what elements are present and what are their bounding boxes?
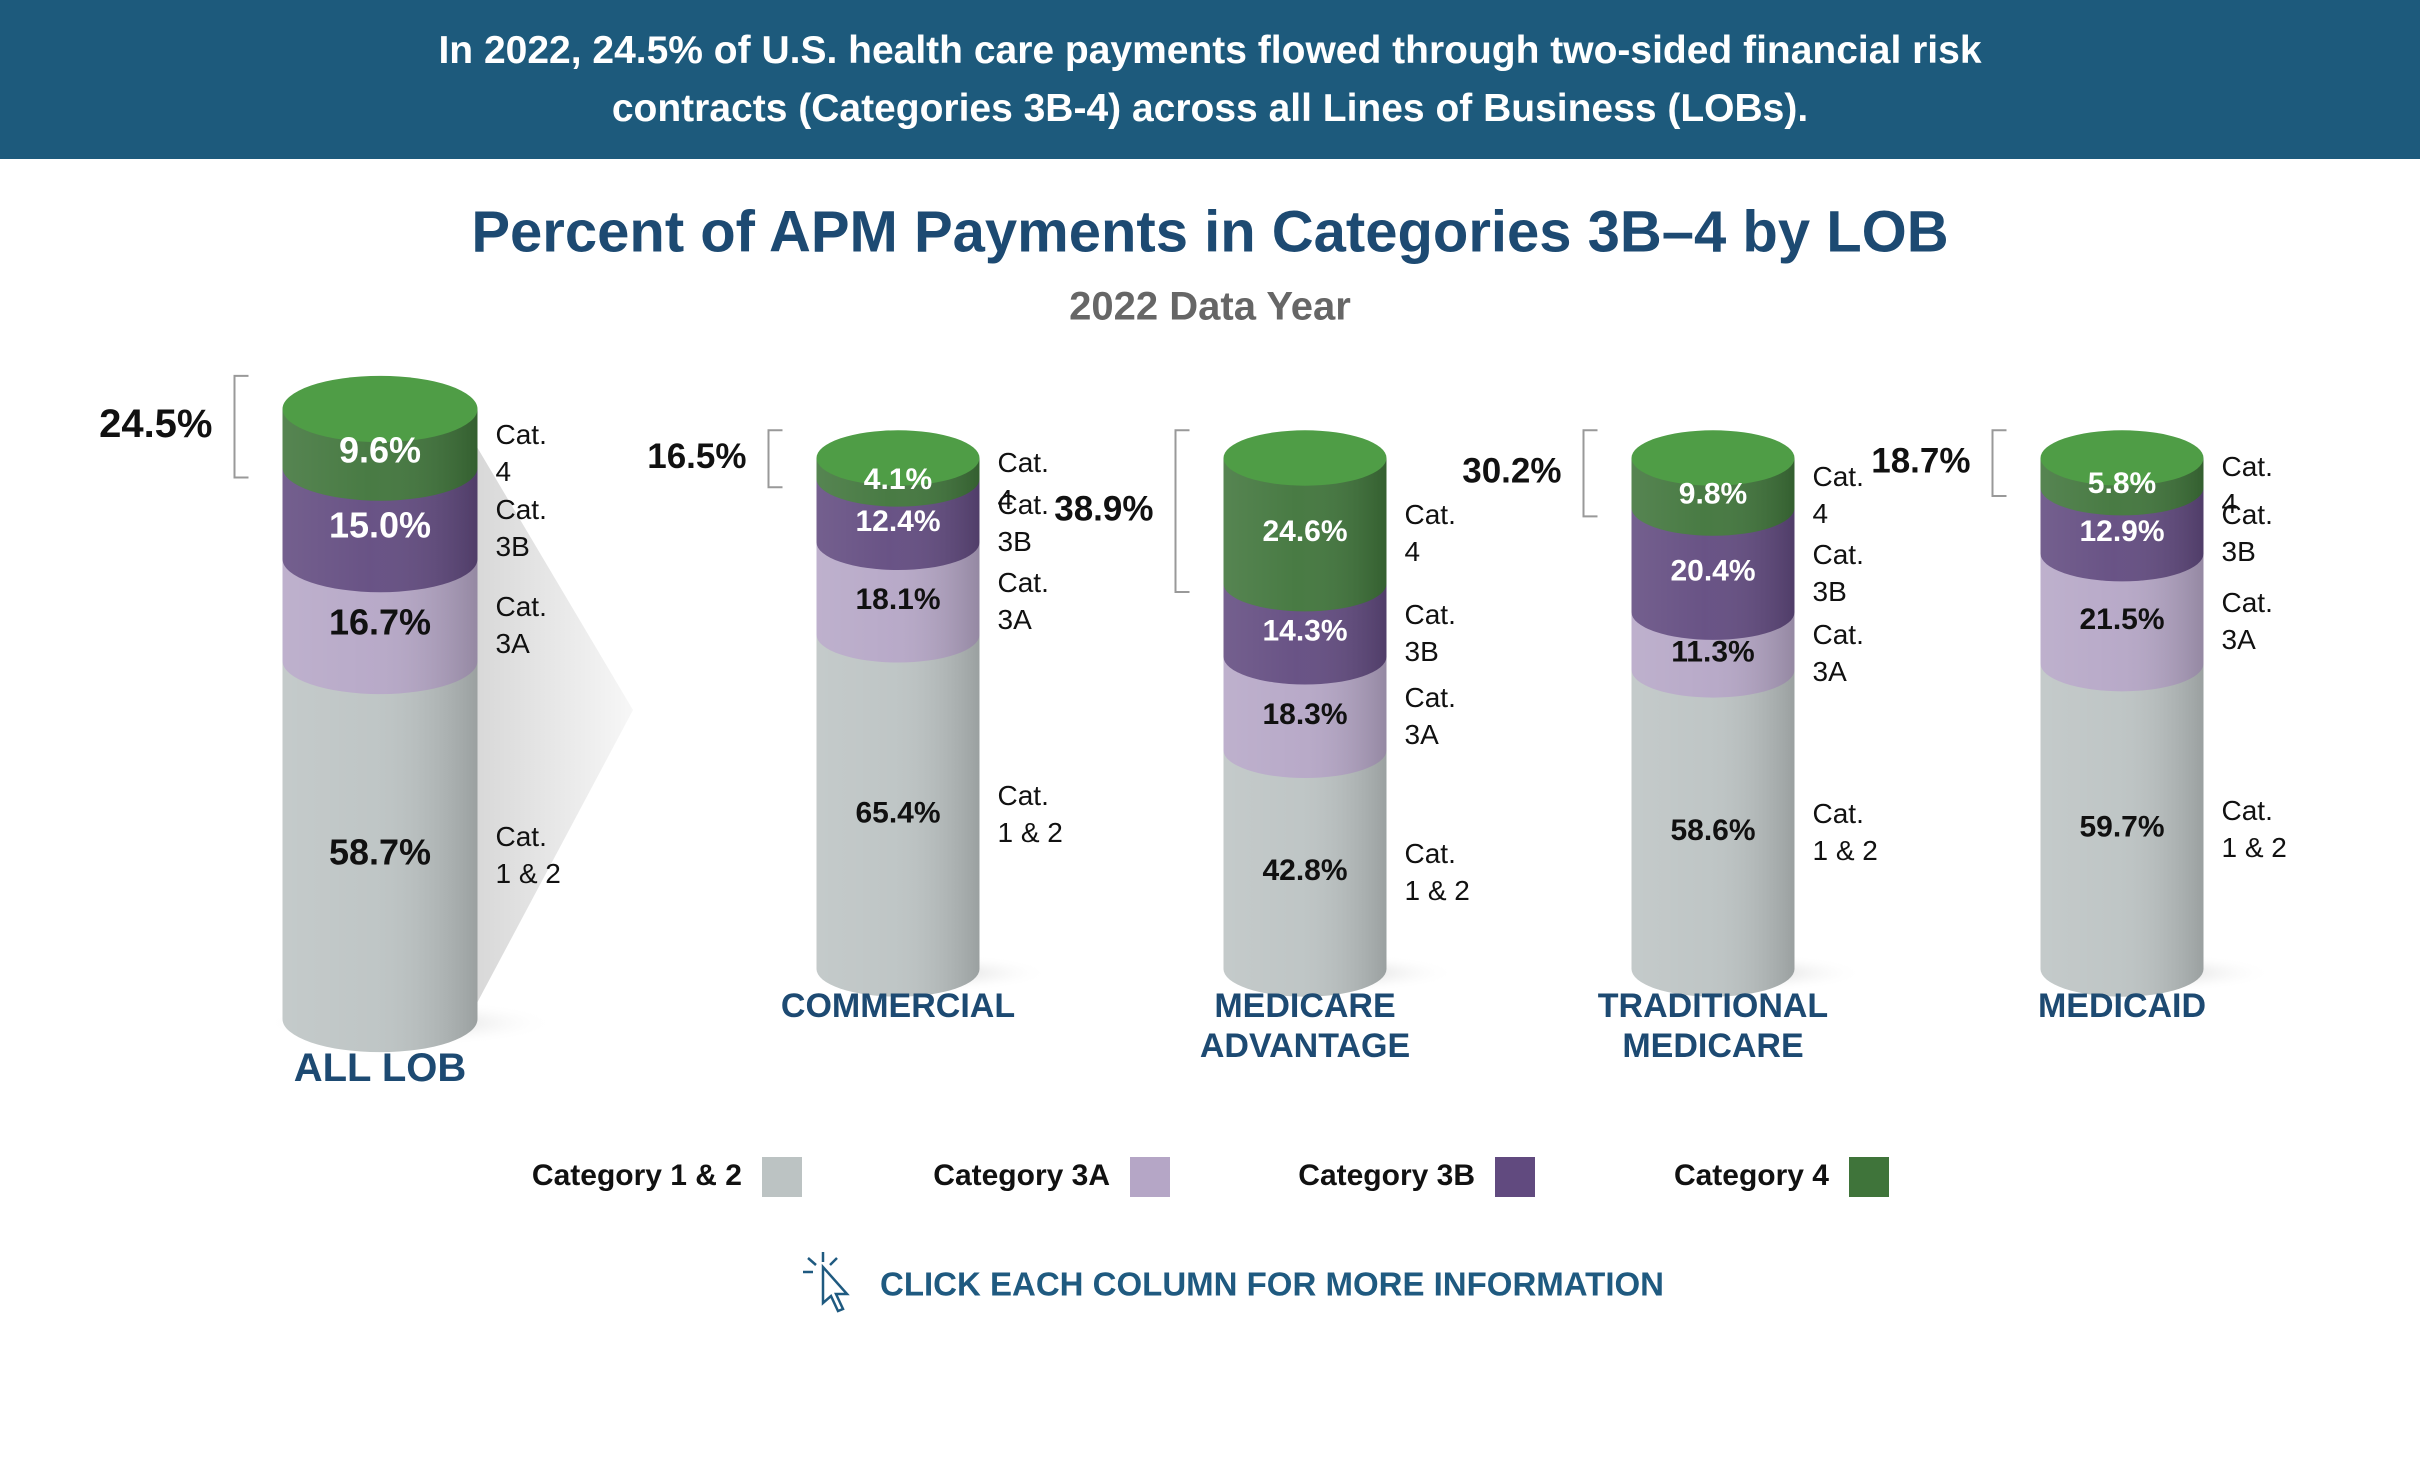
column[interactable]: 42.8% 18.3% 14.3% 24.6% bbox=[1212, 430, 1458, 997]
column[interactable]: 59.7% 21.5% 12.9% 5.8% bbox=[2029, 430, 2275, 997]
segment-label: Cat. 3A bbox=[1812, 619, 1864, 688]
legend-swatch bbox=[1495, 1157, 1535, 1197]
segment-label: Cat. 1 & 2 bbox=[1812, 797, 1878, 866]
segment-label: Cat. 3A bbox=[997, 567, 1049, 636]
segment-label: Cat. 3B bbox=[495, 494, 547, 563]
category-label: COMMERCIAL bbox=[780, 986, 1016, 1025]
cylinder-cap bbox=[816, 430, 980, 486]
segment-label: Cat. 4 bbox=[2221, 451, 2273, 520]
segment-label: Cat. 3B bbox=[2221, 499, 2273, 568]
bracket-total: 30.2% bbox=[1462, 452, 1561, 491]
banner: In 2022, 24.5% of U.S. health care payme… bbox=[0, 0, 2420, 159]
segment-label: Cat. 1 & 2 bbox=[495, 820, 561, 889]
funnel bbox=[477, 447, 633, 1003]
segment-label: Cat. 4 bbox=[1404, 499, 1456, 568]
call-to-action[interactable]: CLICK EACH COLUMN FOR MORE INFORMATION bbox=[880, 1266, 1664, 1303]
segment-label: Cat. 3B bbox=[1812, 538, 1864, 607]
value-label: 9.8% bbox=[1679, 477, 1747, 510]
cylinder-shading bbox=[1631, 458, 1795, 997]
chart-title: Percent of APM Payments in Categories 3B… bbox=[471, 199, 1948, 264]
category-label: MEDICAID bbox=[2037, 986, 2207, 1025]
bracket bbox=[1991, 429, 2007, 497]
segment-label: Cat. 3A bbox=[2221, 587, 2273, 656]
value-label: 4.1% bbox=[864, 463, 932, 496]
bracket bbox=[1582, 429, 1598, 518]
column[interactable]: 58.6% 11.3% 20.4% 9.8% bbox=[1620, 430, 1866, 997]
legend-label: Category 3A bbox=[933, 1159, 1110, 1192]
value-label: 20.4% bbox=[1670, 554, 1755, 587]
legend-label: Category 1 & 2 bbox=[532, 1159, 742, 1192]
value-label: 59.7% bbox=[2079, 811, 2164, 844]
legend-swatch bbox=[1130, 1157, 1170, 1197]
value-label: 24.6% bbox=[1262, 515, 1347, 548]
segment-label: Cat. 3B bbox=[1404, 598, 1456, 667]
category-label: MEDICARE ADVANTAGE bbox=[1199, 986, 1411, 1066]
value-label: 42.8% bbox=[1262, 854, 1347, 887]
segment-label: Cat. 1 & 2 bbox=[997, 780, 1063, 849]
banner-text: In 2022, 24.5% of U.S. health care payme… bbox=[438, 29, 1982, 130]
value-label: 15.0% bbox=[329, 505, 431, 546]
bracket bbox=[233, 374, 249, 479]
segment-label: Cat. 3A bbox=[1404, 682, 1456, 750]
value-label: 12.9% bbox=[2079, 515, 2164, 548]
value-label: 18.1% bbox=[855, 583, 940, 616]
legend-label: Category 4 bbox=[1674, 1159, 1829, 1192]
segment-label: Cat. 4 bbox=[1812, 461, 1864, 530]
cylinder-cap bbox=[1223, 430, 1387, 486]
cylinder-shading bbox=[282, 409, 478, 1053]
bracket bbox=[767, 429, 783, 489]
bracket-total: 38.9% bbox=[1054, 489, 1153, 528]
chart-subtitle: 2022 Data Year bbox=[1069, 285, 1351, 329]
cylinder-shading bbox=[816, 458, 980, 997]
segment-label: Cat. 3A bbox=[495, 590, 547, 659]
segment-label: Cat. 3B bbox=[997, 489, 1049, 558]
legend-label: Category 3B bbox=[1298, 1159, 1475, 1192]
value-label: 58.7% bbox=[329, 831, 431, 872]
category-label: TRADITIONAL MEDICARE bbox=[1597, 986, 1829, 1066]
cylinder-shading bbox=[1223, 458, 1387, 997]
column[interactable]: 65.4% 18.1% 12.4% 4.1% bbox=[805, 430, 1051, 997]
value-label: 12.4% bbox=[855, 505, 940, 538]
value-label: 58.6% bbox=[1670, 814, 1755, 847]
segment-label: Cat. 4 bbox=[495, 419, 547, 488]
cylinder-shading bbox=[2040, 458, 2204, 997]
category-label: ALL LOB bbox=[293, 1046, 467, 1090]
value-label: 11.3% bbox=[1671, 635, 1754, 668]
legend-swatch bbox=[762, 1157, 802, 1197]
segment-label: Cat. 4 bbox=[997, 446, 1049, 515]
value-label: 65.4% bbox=[855, 796, 940, 829]
legend-swatch bbox=[1849, 1157, 1889, 1197]
value-label: 14.3% bbox=[1262, 615, 1347, 648]
cylinder-cap bbox=[282, 375, 478, 443]
bracket-total: 24.5% bbox=[99, 402, 212, 446]
value-label: 5.8% bbox=[2088, 467, 2156, 500]
cylinder-cap bbox=[2040, 430, 2204, 486]
click-icon bbox=[803, 1252, 850, 1313]
column[interactable]: 58.7% 16.7% 15.0% 9.6% bbox=[263, 375, 557, 1053]
cylinder-cap bbox=[1631, 430, 1795, 486]
value-label: 9.6% bbox=[339, 430, 421, 471]
bracket bbox=[1174, 429, 1190, 594]
segment-label: Cat. 1 & 2 bbox=[2221, 794, 2287, 863]
value-label: 18.3% bbox=[1262, 698, 1347, 731]
value-label: 21.5% bbox=[2079, 603, 2164, 636]
segment-label: Cat. 1 & 2 bbox=[1404, 838, 1470, 907]
bracket-total: 16.5% bbox=[647, 437, 746, 476]
value-label: 16.7% bbox=[329, 601, 431, 642]
bracket-total: 18.7% bbox=[1871, 441, 1970, 480]
